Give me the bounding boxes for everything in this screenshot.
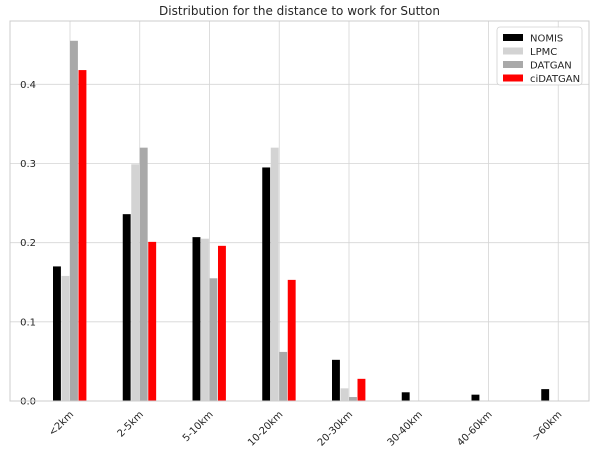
bar-cidatgan-0 — [78, 70, 87, 401]
x-tick-label: >60km — [531, 409, 565, 443]
bar-cidatgan-3 — [287, 279, 296, 401]
legend: NOMIS LPMC DATGAN ciDATGAN — [496, 26, 583, 86]
legend-label-datgan: DATGAN — [530, 61, 572, 72]
x-tick-label: 5-10km — [181, 409, 216, 444]
x-axis: <2km 2-5km 5-10km 10-20km 20-30km 30-40km 40-6… — [47, 409, 564, 448]
bar-nomis-7 — [541, 389, 550, 401]
bar-nomis-5 — [401, 392, 410, 401]
y-tick-label: 0.3 — [20, 159, 36, 170]
bar-nomis-0 — [53, 266, 61, 401]
x-tick-label: <2km — [47, 409, 76, 438]
gridlines — [10, 21, 589, 402]
legend-label-cidatgan: ciDATGAN — [530, 74, 580, 85]
bar-nomis-3 — [262, 167, 271, 401]
bar-cidatgan-1 — [148, 241, 157, 401]
bars-group — [53, 40, 550, 402]
legend-swatch-lpmc — [503, 47, 523, 55]
bar-nomis-1 — [122, 214, 131, 401]
bar-datgan-1 — [139, 147, 148, 401]
plot-frame — [9, 20, 590, 402]
bar-datgan-4 — [349, 397, 357, 401]
x-tick-label: 30-40km — [386, 409, 425, 448]
bar-datgan-0 — [70, 40, 78, 402]
bar-datgan-2 — [209, 278, 218, 401]
legend-swatch-cidatgan — [503, 74, 523, 82]
bar-lpmc-4 — [340, 388, 349, 401]
bar-nomis-4 — [332, 359, 340, 401]
legend-label-nomis: NOMIS — [530, 34, 563, 45]
chart-title: Distribution for the distance to work fo… — [159, 4, 440, 18]
bar-nomis-6 — [471, 394, 480, 401]
bar-lpmc-0 — [61, 275, 70, 401]
x-tick-label: 2-5km — [116, 409, 146, 439]
bar-nomis-2 — [192, 237, 201, 401]
bar-cidatgan-2 — [218, 245, 226, 401]
x-tick-label: 40-60km — [455, 409, 494, 448]
legend-label-lpmc: LPMC — [530, 47, 557, 58]
bar-datgan-3 — [279, 351, 288, 401]
legend-swatch-nomis — [503, 34, 523, 41]
x-tick-label: 10-20km — [246, 409, 285, 448]
bar-cidatgan-4 — [357, 378, 366, 401]
legend-box — [496, 26, 583, 86]
bar-lpmc-1 — [131, 164, 140, 401]
bar-lpmc-2 — [201, 238, 209, 401]
legend-swatch-datgan — [503, 61, 523, 68]
y-tick-label: 0.2 — [20, 238, 36, 249]
y-tick-label: 0.4 — [20, 80, 36, 91]
x-tick-label: 20-30km — [316, 409, 355, 448]
y-axis: 0.0 0.1 0.2 0.3 0.4 — [20, 80, 36, 408]
y-tick-label: 0.1 — [20, 317, 36, 328]
y-tick-label: 0.0 — [20, 397, 36, 408]
bar-lpmc-3 — [270, 147, 279, 401]
